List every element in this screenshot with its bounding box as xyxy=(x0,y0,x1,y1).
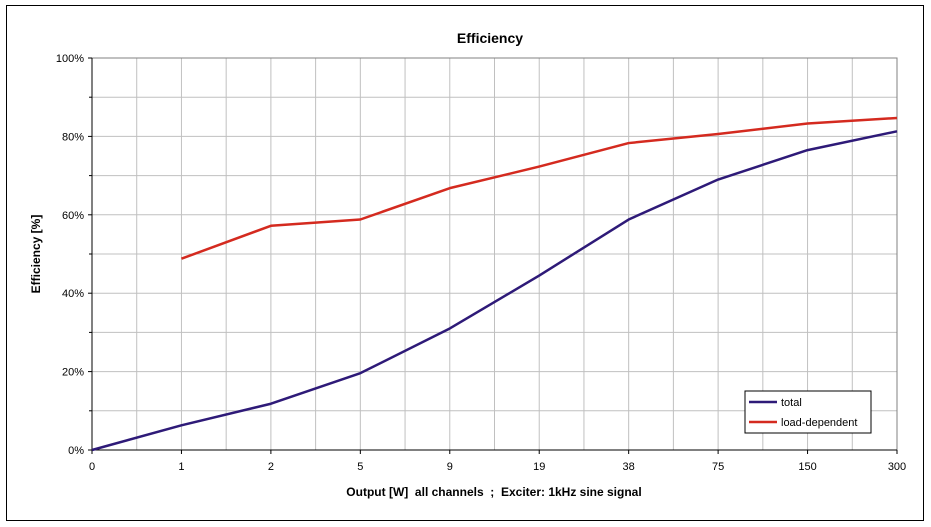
y-axis-ticks: 0% 20% 40% 60% 80% 100% xyxy=(56,53,93,457)
x-tick-label: 19 xyxy=(533,461,545,473)
y-tick-label: 60% xyxy=(62,210,84,222)
legend: total load-dependent xyxy=(744,390,872,434)
series-line-total xyxy=(91,130,898,452)
y-axis-label: Efficiency [%] xyxy=(29,215,43,294)
x-tick-label: 0 xyxy=(89,461,95,473)
chart-frame xyxy=(6,5,924,521)
series-line-load-dependent xyxy=(181,116,898,260)
y-tick-label: 80% xyxy=(62,131,84,143)
x-tick-label: 5 xyxy=(357,461,363,473)
y-tick-label: 40% xyxy=(62,288,84,300)
y-tick-label: 0% xyxy=(68,445,84,457)
x-tick-label: 75 xyxy=(712,461,724,473)
legend-label: total xyxy=(781,397,802,409)
legend-label: load-dependent xyxy=(781,417,857,429)
x-tick-label: 1 xyxy=(178,461,184,473)
x-tick-label: 300 xyxy=(888,461,906,473)
x-axis-label: Output [W] all channels ; Exciter: 1kHz … xyxy=(346,485,641,499)
x-tick-label: 38 xyxy=(623,461,635,473)
series-lines xyxy=(91,116,898,452)
y-tick-label: 100% xyxy=(56,53,84,65)
legend-box xyxy=(744,390,872,434)
y-tick-label: 20% xyxy=(62,367,84,379)
x-tick-label: 2 xyxy=(268,461,274,473)
x-tick-label: 150 xyxy=(798,461,816,473)
x-axis-ticks: 0 1 2 5 9 19 38 75 150 300 xyxy=(89,449,906,473)
chart-title: Efficiency xyxy=(457,30,523,46)
x-tick-label: 9 xyxy=(447,461,453,473)
